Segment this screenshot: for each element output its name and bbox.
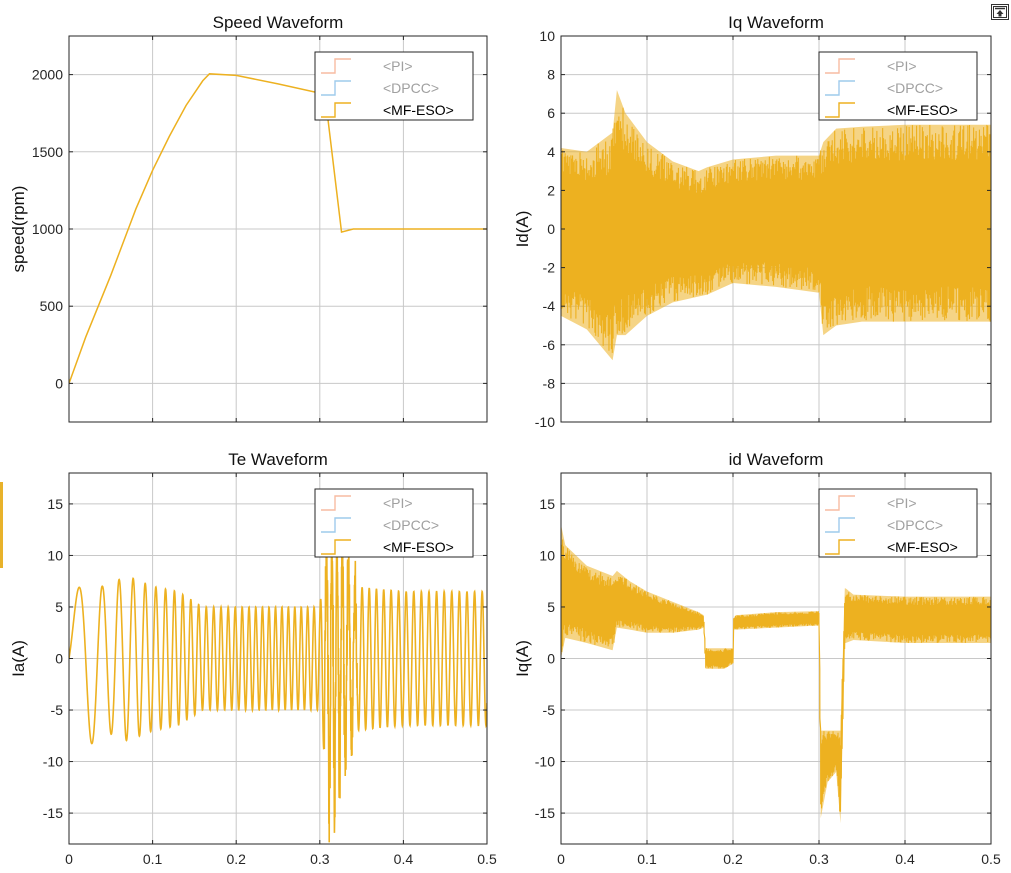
x-tick-label: 0.4 xyxy=(895,851,915,867)
y-tick-label: 0 xyxy=(547,651,555,667)
legend-swatch xyxy=(321,102,351,118)
legend-entry-label: <PI> xyxy=(383,495,413,511)
y-tick-label: -4 xyxy=(543,298,556,314)
y-tick-label: 10 xyxy=(539,28,555,44)
y-tick-label: -10 xyxy=(535,754,555,770)
y-tick-label: 10 xyxy=(539,547,555,563)
chart-title: Iq Waveform xyxy=(728,13,824,32)
legend-entry-label: <DPCC> xyxy=(383,517,439,533)
y-tick-label: -10 xyxy=(535,414,555,430)
y-tick-label: 1000 xyxy=(32,221,63,237)
series-group xyxy=(561,90,991,361)
legend: <PI> <DPCC> <MF-ESO> xyxy=(818,488,978,558)
x-tick-label: 0.3 xyxy=(310,851,330,867)
series-envelope-mfeso xyxy=(561,524,991,824)
chart-panel-4: -15 -10 -5 0 5 10 15 0 0.1 0.2 0.3 0.4 0.5 id Wavefor… xyxy=(513,450,1001,867)
x-tick-label: 0.3 xyxy=(809,851,829,867)
chart-panel-3: -15 -10 -5 0 5 10 15 0 0.1 0.2 0.3 0.4 0.5 Te Wavefor… xyxy=(9,450,497,867)
expand-button[interactable] xyxy=(991,4,1009,20)
legend-swatch xyxy=(321,517,351,533)
series-group xyxy=(561,524,991,824)
series-envelope-mfeso xyxy=(561,90,991,361)
x-tick-label: 0.2 xyxy=(723,851,743,867)
y-tick-label: 4 xyxy=(547,144,555,160)
x-tick-label: 0.1 xyxy=(143,851,163,867)
x-tick-label: 0 xyxy=(65,851,73,867)
y-tick-label: 0 xyxy=(55,651,63,667)
x-tick-label: 0.5 xyxy=(981,851,1001,867)
legend-box xyxy=(818,51,978,121)
legend-entry-label: <PI> xyxy=(887,495,917,511)
y-tick-label: 8 xyxy=(547,67,555,83)
y-tick-label: -10 xyxy=(43,754,63,770)
y-tick-label: 15 xyxy=(539,496,555,512)
y-tick-label: 6 xyxy=(547,105,555,121)
y-tick-label: 500 xyxy=(40,298,64,314)
y-axis-label: Ia(A) xyxy=(9,640,28,677)
chart-title: Speed Waveform xyxy=(213,13,344,32)
x-tick-label: 0.5 xyxy=(477,851,497,867)
legend-swatch xyxy=(321,58,351,74)
series-group xyxy=(69,499,487,843)
legend-entry-label: <MF-ESO> xyxy=(887,102,958,118)
y-tick-label: -5 xyxy=(543,702,556,718)
y-tick-label: -2 xyxy=(543,260,556,276)
chart-panel-2: -10 -8 -6 -4 -2 0 2 4 6 8 10 Iq Waveform Id(A) <PI> <D… xyxy=(513,13,992,430)
y-tick-label: -6 xyxy=(543,337,556,353)
x-tick-label: 0.2 xyxy=(226,851,246,867)
legend-swatch xyxy=(825,517,855,533)
y-tick-label: 5 xyxy=(55,599,63,615)
legend-box xyxy=(314,51,474,121)
legend-entry-label: <DPCC> xyxy=(887,80,943,96)
series-line-mfeso xyxy=(69,499,487,843)
x-tick-label: 0.4 xyxy=(394,851,414,867)
y-tick-label: 15 xyxy=(47,496,63,512)
y-tick-label: 1500 xyxy=(32,144,63,160)
x-tick-label: 0 xyxy=(557,851,565,867)
y-axis-label: Iq(A) xyxy=(513,640,532,677)
legend-entry-label: <MF-ESO> xyxy=(383,539,454,555)
y-axis-label: Id(A) xyxy=(513,211,532,248)
y-tick-label: -15 xyxy=(43,805,63,821)
x-tick-label: 0.1 xyxy=(637,851,657,867)
legend: <PI> <DPCC> <MF-ESO> xyxy=(314,488,474,558)
legend-entry-label: <MF-ESO> xyxy=(383,102,454,118)
y-tick-label: 5 xyxy=(547,599,555,615)
y-tick-label: 2 xyxy=(547,182,555,198)
legend-box xyxy=(818,488,978,558)
series-line-mfeso xyxy=(69,73,487,384)
legend-swatch xyxy=(825,58,855,74)
chart-title: Te Waveform xyxy=(228,450,328,469)
y-tick-label: 2000 xyxy=(32,67,63,83)
legend-entry-label: <DPCC> xyxy=(383,80,439,96)
legend-swatch xyxy=(321,80,351,96)
legend: <PI> <DPCC> <MF-ESO> xyxy=(314,51,474,121)
left-edge-marker xyxy=(0,482,3,568)
y-tick-label: -8 xyxy=(543,375,556,391)
legend-entry-label: <PI> xyxy=(383,58,413,74)
chart-title: id Waveform xyxy=(729,450,824,469)
legend-entry-label: <MF-ESO> xyxy=(887,539,958,555)
legend-entry-label: <DPCC> xyxy=(887,517,943,533)
y-tick-label: -15 xyxy=(535,805,555,821)
y-tick-label: 0 xyxy=(547,221,555,237)
series-group xyxy=(69,73,487,384)
legend-swatch xyxy=(825,80,855,96)
legend-swatch xyxy=(825,539,855,555)
legend-swatch xyxy=(825,102,855,118)
y-tick-label: 0 xyxy=(55,375,63,391)
y-axis-label: speed(rpm) xyxy=(9,186,28,273)
expand-icon xyxy=(993,6,1007,18)
legend-box xyxy=(314,488,474,558)
legend: <PI> <DPCC> <MF-ESO> xyxy=(818,51,978,121)
y-tick-label: -5 xyxy=(51,702,64,718)
legend-swatch xyxy=(321,539,351,555)
legend-swatch xyxy=(825,495,855,511)
legend-swatch xyxy=(321,495,351,511)
legend-entry-label: <PI> xyxy=(887,58,917,74)
y-tick-label: 10 xyxy=(47,547,63,563)
chart-panel-1: 0 500 1000 1500 2000 Speed Waveform speed(rpm)… xyxy=(9,13,488,423)
